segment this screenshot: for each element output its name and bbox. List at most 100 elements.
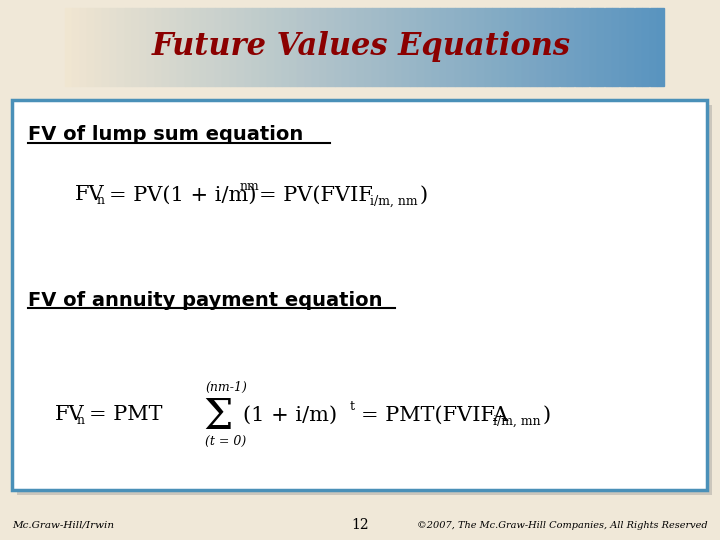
Bar (192, 8, 199, 86)
Bar (312, 8, 320, 86)
Bar (395, 8, 402, 86)
Text: FV of lump sum equation: FV of lump sum equation (28, 125, 303, 145)
Bar (207, 8, 215, 86)
Text: FV of annuity payment equation: FV of annuity payment equation (28, 291, 382, 309)
Bar (245, 8, 252, 86)
Bar (582, 8, 590, 86)
Bar (657, 8, 665, 86)
Bar (612, 8, 619, 86)
Bar (634, 8, 642, 86)
Text: Mc.Graw-Hill/Irwin: Mc.Graw-Hill/Irwin (12, 521, 114, 530)
Text: i/m, mn: i/m, mn (493, 415, 541, 428)
Bar (155, 8, 162, 86)
Bar (185, 8, 192, 86)
Bar (177, 8, 185, 86)
Text: FV: FV (55, 406, 85, 424)
Bar (110, 8, 117, 86)
Bar (642, 8, 649, 86)
Text: = PV(FVIF: = PV(FVIF (259, 186, 373, 205)
Bar (492, 8, 500, 86)
Text: Future Values Equations: Future Values Equations (151, 31, 570, 63)
Bar (365, 8, 372, 86)
Bar (65, 8, 73, 86)
Text: i/m, nm: i/m, nm (370, 194, 418, 207)
Bar (260, 8, 267, 86)
Text: t: t (350, 400, 355, 413)
Bar (552, 8, 559, 86)
Bar (537, 8, 544, 86)
Text: nm: nm (240, 179, 260, 192)
Bar (275, 8, 282, 86)
Bar (335, 8, 342, 86)
Bar (305, 8, 312, 86)
Text: 12: 12 (351, 518, 369, 532)
Bar (649, 8, 657, 86)
Bar (432, 8, 440, 86)
Text: FV: FV (75, 186, 104, 205)
Text: n: n (97, 194, 105, 207)
Bar (469, 8, 477, 86)
Bar (95, 8, 102, 86)
Bar (440, 8, 447, 86)
Bar (117, 8, 125, 86)
Bar (80, 8, 87, 86)
Bar (170, 8, 177, 86)
Bar (282, 8, 289, 86)
Bar (328, 8, 335, 86)
Bar (357, 8, 364, 86)
Bar (230, 8, 238, 86)
Bar (73, 8, 80, 86)
Bar (140, 8, 148, 86)
Text: = PMT: = PMT (89, 406, 163, 424)
Text: (1 + i/m): (1 + i/m) (243, 406, 337, 424)
Bar (619, 8, 627, 86)
Bar (320, 8, 327, 86)
Bar (485, 8, 492, 86)
Text: ): ) (420, 186, 428, 205)
Bar (417, 8, 425, 86)
Bar (559, 8, 567, 86)
Bar (567, 8, 575, 86)
Bar (350, 8, 357, 86)
Bar (575, 8, 582, 86)
Bar (88, 8, 95, 86)
Bar (605, 8, 612, 86)
Bar (238, 8, 245, 86)
Text: ©2007, The Mc.Graw-Hill Companies, All Rights Reserved: ©2007, The Mc.Graw-Hill Companies, All R… (418, 521, 708, 530)
Bar (222, 8, 230, 86)
Bar (425, 8, 432, 86)
Bar (290, 8, 297, 86)
Bar (200, 8, 207, 86)
Bar (544, 8, 552, 86)
Bar (477, 8, 485, 86)
Bar (267, 8, 275, 86)
Text: = PV(1 + i/m): = PV(1 + i/m) (109, 186, 256, 205)
Bar (447, 8, 454, 86)
Bar (125, 8, 132, 86)
Bar (462, 8, 469, 86)
Bar (379, 8, 387, 86)
Bar (402, 8, 410, 86)
Bar (387, 8, 395, 86)
Bar (410, 8, 417, 86)
Bar (597, 8, 605, 86)
Text: (nm-1): (nm-1) (205, 381, 247, 394)
Bar (252, 8, 260, 86)
Bar (342, 8, 350, 86)
Bar (507, 8, 515, 86)
Text: = PMT(FVIFA: = PMT(FVIFA (361, 406, 508, 424)
Bar (163, 8, 170, 86)
Bar (627, 8, 634, 86)
Bar (17, 105, 712, 495)
Text: Σ: Σ (203, 396, 233, 438)
Bar (215, 8, 222, 86)
Bar (590, 8, 597, 86)
Bar (372, 8, 379, 86)
Text: (t = 0): (t = 0) (205, 435, 246, 448)
Bar (297, 8, 305, 86)
Bar (102, 8, 110, 86)
Bar (515, 8, 522, 86)
Text: ): ) (543, 406, 551, 424)
Bar (148, 8, 155, 86)
Bar (500, 8, 507, 86)
